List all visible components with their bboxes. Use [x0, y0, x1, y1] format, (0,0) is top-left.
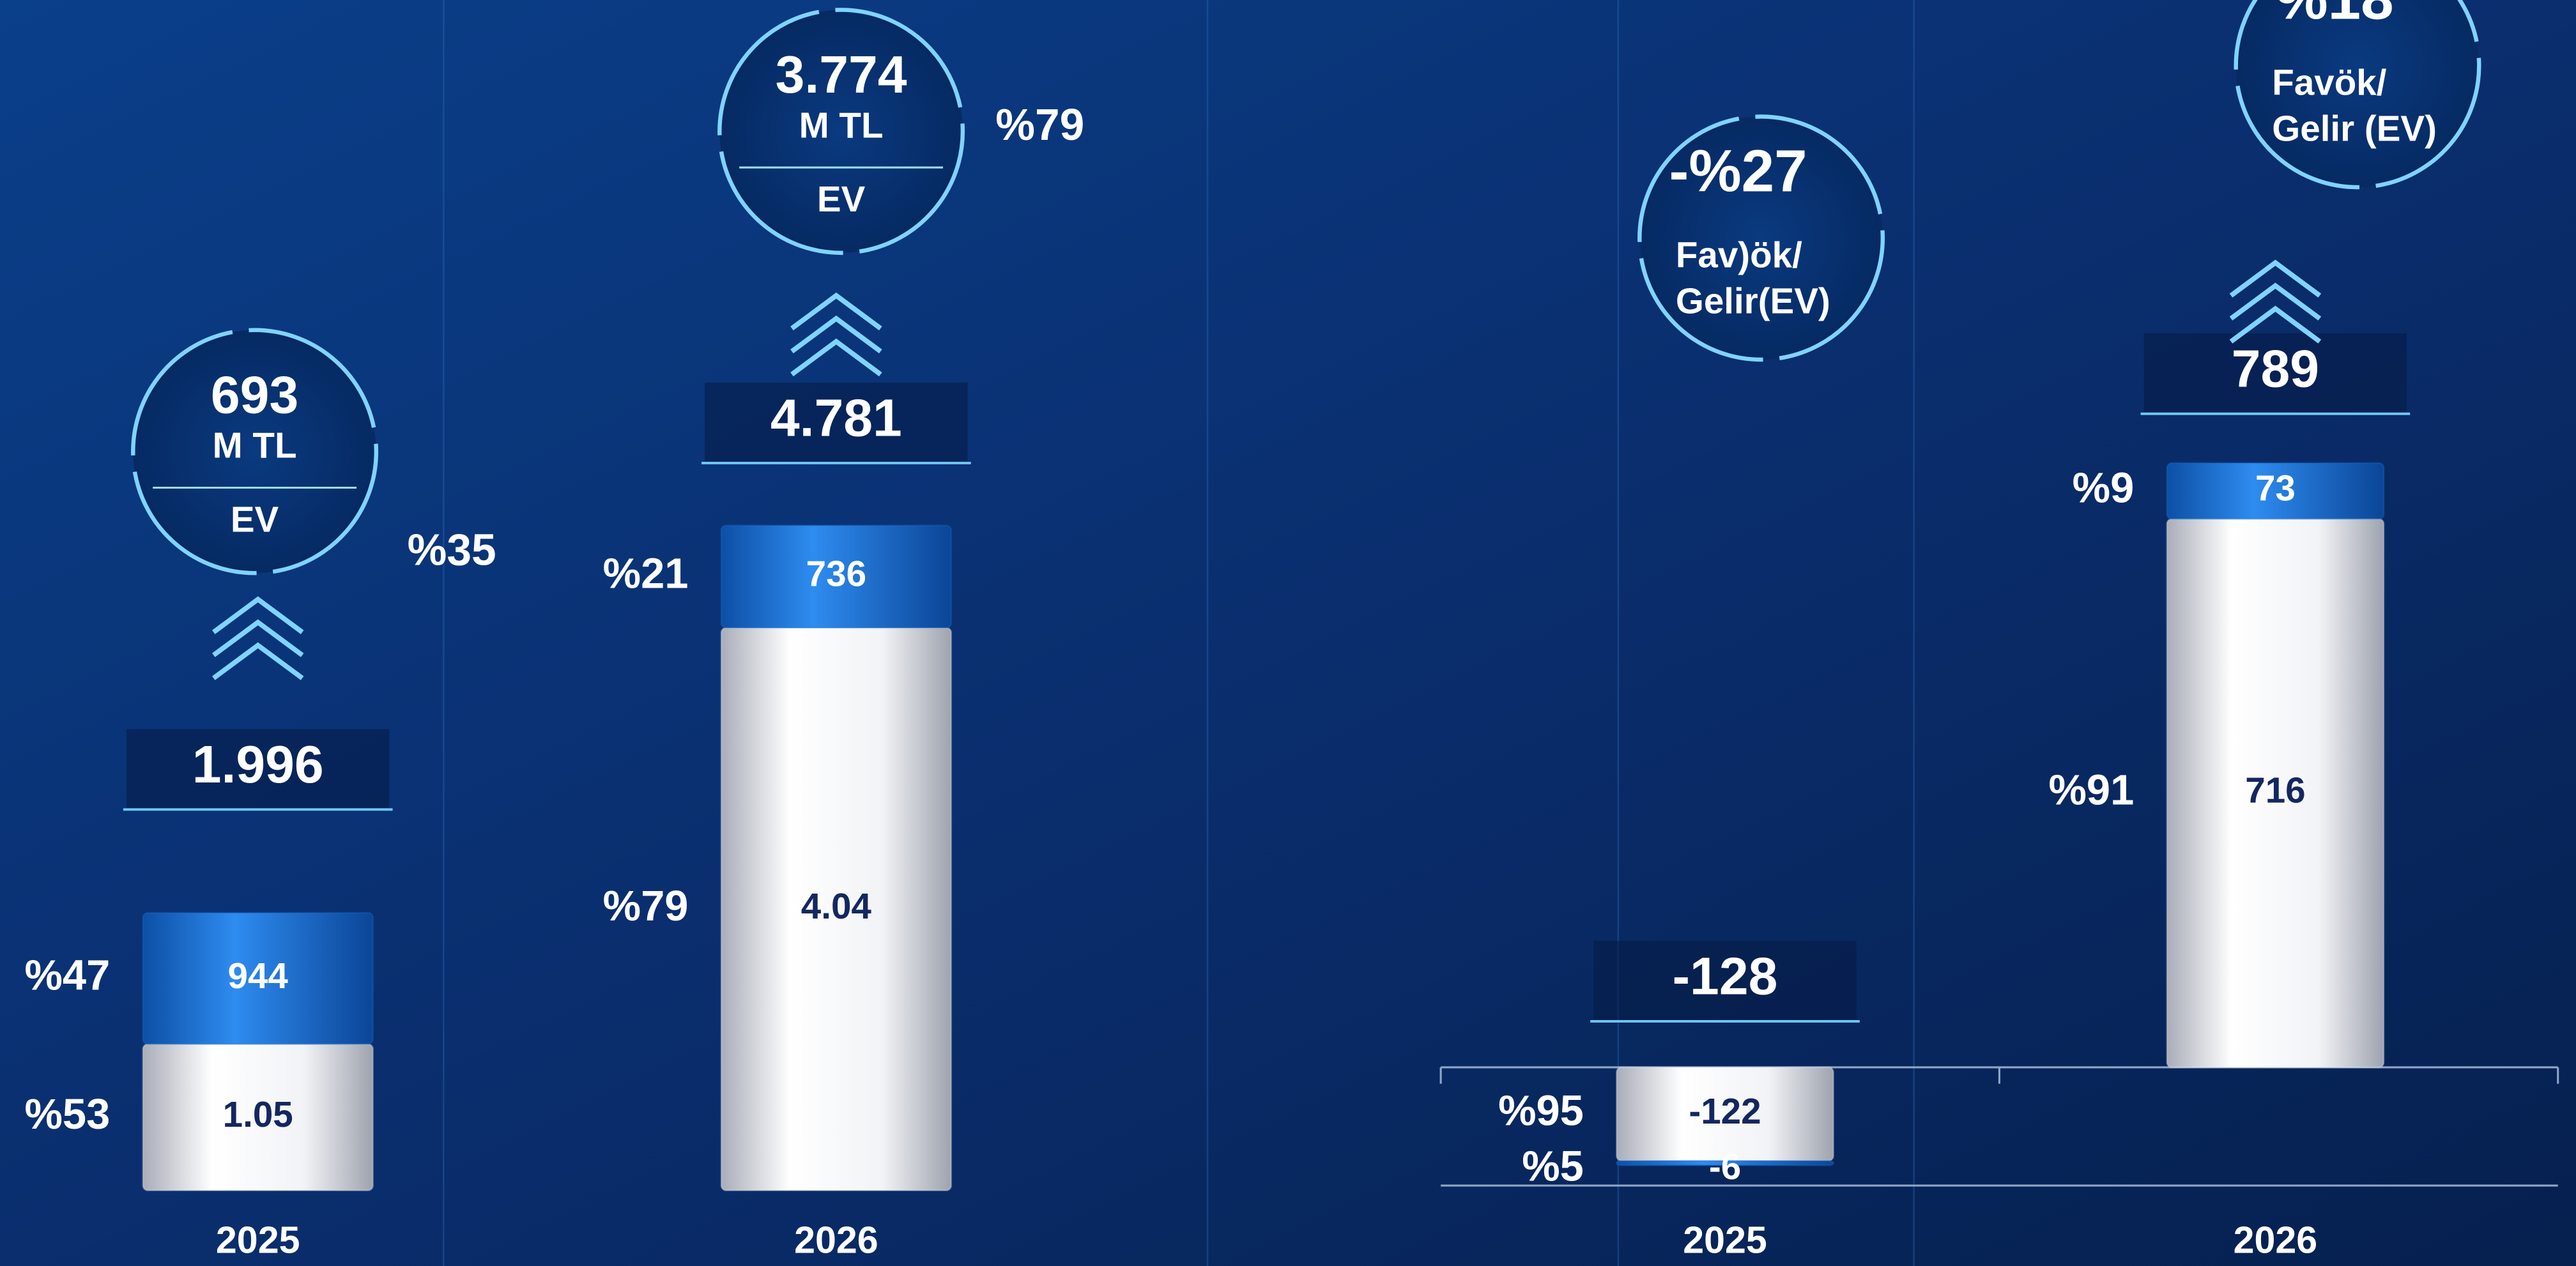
chevron	[211, 642, 304, 680]
badge-value: %18	[2275, 0, 2393, 32]
total-backdrop	[126, 729, 390, 808]
total-label: -128	[1673, 947, 1778, 1005]
bar-segment	[720, 524, 953, 629]
chevron	[2229, 259, 2322, 298]
badge-circle	[1637, 114, 1885, 362]
chevron	[790, 292, 882, 331]
badge-circle	[717, 8, 965, 255]
total-label: 4.781	[770, 389, 902, 447]
badge-circle	[131, 328, 379, 576]
chevron	[2229, 282, 2322, 321]
decor-lines	[443, 0, 1915, 1266]
share-label: %53	[25, 1090, 111, 1138]
chevron	[211, 596, 304, 634]
share-label: %95	[1498, 1087, 1584, 1135]
badge-caption: EV	[817, 179, 866, 219]
badge-unit: M TL	[799, 105, 884, 145]
share-label: %21	[603, 549, 689, 597]
total-label: 789	[2232, 340, 2319, 398]
category-label: 2026	[794, 1219, 878, 1262]
badge-caption: Gelir(EV)	[1676, 281, 1830, 321]
badge-value: 693	[211, 366, 298, 424]
total-backdrop	[705, 382, 968, 462]
total-backdrop	[2143, 333, 2407, 413]
segment-label: 73	[2255, 468, 2296, 508]
bar-segment	[142, 911, 374, 1045]
category-label: 2025	[1683, 1219, 1767, 1262]
growth-label: %35	[408, 525, 496, 575]
growth-label: %79	[995, 100, 1084, 149]
total-backdrop	[1593, 941, 1857, 1020]
badge-value: 3.774	[776, 46, 907, 104]
category-label: 2025	[216, 1219, 300, 1262]
segment-label: -122	[1689, 1091, 1761, 1131]
badge-caption: EV	[231, 499, 279, 539]
bar-segment	[1616, 1159, 1834, 1166]
badge-caption: Fav)ök/	[1676, 235, 1802, 275]
badge-caption: Gelir (EV)	[2272, 109, 2437, 149]
share-label: %9	[2073, 464, 2135, 512]
share-label: %47	[25, 952, 111, 1000]
share-label: %79	[603, 882, 689, 930]
chevron	[211, 619, 304, 657]
segment-label: -6	[1709, 1147, 1741, 1187]
share-label: %91	[2049, 766, 2135, 814]
badge-caption: Favök/	[2272, 63, 2386, 103]
segment-label: 736	[806, 554, 866, 594]
segment-label: 716	[2245, 770, 2305, 811]
share-label: %5	[1522, 1143, 1584, 1191]
badge-circle	[2234, 0, 2481, 190]
category-label: 2026	[2234, 1219, 2318, 1262]
bar-segment	[2166, 462, 2385, 520]
segment-label: 944	[228, 956, 289, 996]
chevron	[790, 338, 882, 377]
chevron	[2229, 305, 2322, 344]
total-label: 1.996	[192, 736, 324, 794]
segment-label: 1.05	[223, 1094, 293, 1134]
badge-value: -%27	[1669, 138, 1807, 204]
chevron	[790, 315, 882, 354]
segment-label: 4.04	[801, 886, 872, 926]
badge-unit: M TL	[213, 425, 297, 466]
